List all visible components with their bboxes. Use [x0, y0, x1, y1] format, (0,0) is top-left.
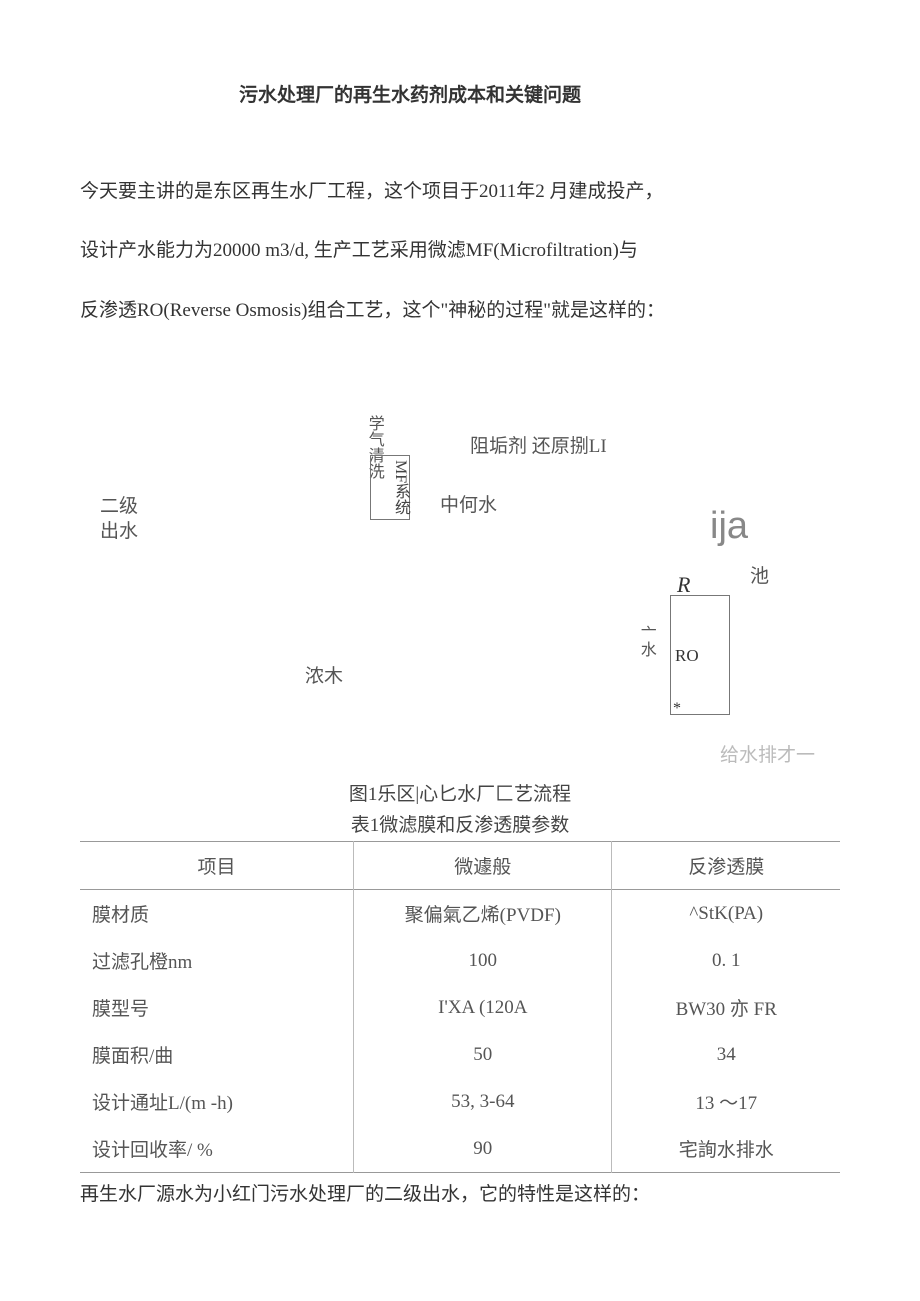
cell: 膜型号: [80, 984, 354, 1031]
label-secondary-effluent: 二级 出水: [100, 495, 138, 544]
table-row: 膜材质 聚偏氣乙烯(PVDF) ^StK(PA): [80, 890, 840, 938]
mf-system-box: MF系统: [370, 455, 410, 520]
cell: 100: [354, 937, 612, 984]
label-ro-text: RO: [675, 646, 699, 666]
paragraph-1: 今天要主讲的是东区再生水厂工程，这个项目于2011年2 月建成投产，: [80, 167, 840, 216]
cell: BW30 亦 FR: [612, 984, 840, 1031]
label-ija: ija: [710, 505, 748, 548]
table-row: 设计通址L/(m -h) 53, 3-64 13 〜17: [80, 1078, 840, 1125]
cell: 过滤孔橙nm: [80, 937, 354, 984]
table-caption: 表1微滤膜和反渗透膜参数: [80, 810, 840, 837]
label-pool: 池: [750, 565, 769, 590]
label-antiscalant: 阻垢剂 还原捌LI: [470, 435, 610, 460]
label-filter-water: 亠水: [635, 625, 656, 657]
table-header-row: 项目 微遽般 反渗透膜: [80, 842, 840, 890]
cell: 50: [354, 1031, 612, 1078]
cell: 34: [612, 1031, 840, 1078]
cell: 13 〜17: [612, 1078, 840, 1125]
side-note-water: 给水排才一: [720, 740, 815, 767]
cell: I'XA (120A: [354, 984, 612, 1031]
page-title: 污水处理厂的再生水药剂成本和关键问题: [180, 80, 640, 107]
cell: 0. 1: [612, 937, 840, 984]
cell: 膜材质: [80, 890, 354, 938]
cell: 聚偏氣乙烯(PVDF): [354, 890, 612, 938]
col-header-item: 项目: [80, 842, 354, 890]
cell: 53, 3-64: [354, 1078, 612, 1125]
paragraph-after-table: 再生水厂源水为小红门污水处理厂的二级出水，它的特性是这样的：: [80, 1179, 840, 1206]
cell-faint: 宅詢水排水: [612, 1125, 840, 1173]
cell: 90: [354, 1125, 612, 1173]
table-row: 过滤孔橙nm 100 0. 1: [80, 937, 840, 984]
figure-caption: 图1乐区|心匕水厂匚艺流程: [80, 779, 840, 806]
ro-box: R RO *: [670, 595, 730, 715]
paragraph-3: 反渗透RO(Reverse Osmosis)组合工艺，这个"神秘的过程"就是这样…: [80, 286, 840, 335]
paragraph-2: 设计产水能力为20000 m3/d, 生产工艺采用微滤MF(Microfiltr…: [80, 226, 840, 275]
col-header-ro: 反渗透膜: [612, 842, 840, 890]
label-star: *: [673, 700, 681, 718]
table-row: 膜型号 I'XA (120A BW30 亦 FR: [80, 984, 840, 1031]
label-concentrate: 浓木: [305, 665, 343, 690]
membrane-params-table: 项目 微遽般 反渗透膜 膜材质 聚偏氣乙烯(PVDF) ^StK(PA) 过滤孔…: [80, 841, 840, 1173]
label-r: R: [677, 572, 690, 598]
cell: ^StK(PA): [612, 890, 840, 938]
col-header-mf: 微遽般: [354, 842, 612, 890]
cell: 设计通址L/(m -h): [80, 1078, 354, 1125]
table-row: 设计回收率/ % 90 宅詢水排水: [80, 1125, 840, 1173]
table-row: 膜面积/曲 50 34: [80, 1031, 840, 1078]
cell: 膜面积/曲: [80, 1031, 354, 1078]
cell: 设计回收率/ %: [80, 1125, 354, 1173]
label-mid-water: 中何水: [440, 495, 497, 518]
process-diagram: 二级 出水 学气清洗 MF系统 中何水 阻垢剂 还原捌LI 浓木 ija R R…: [80, 395, 840, 775]
